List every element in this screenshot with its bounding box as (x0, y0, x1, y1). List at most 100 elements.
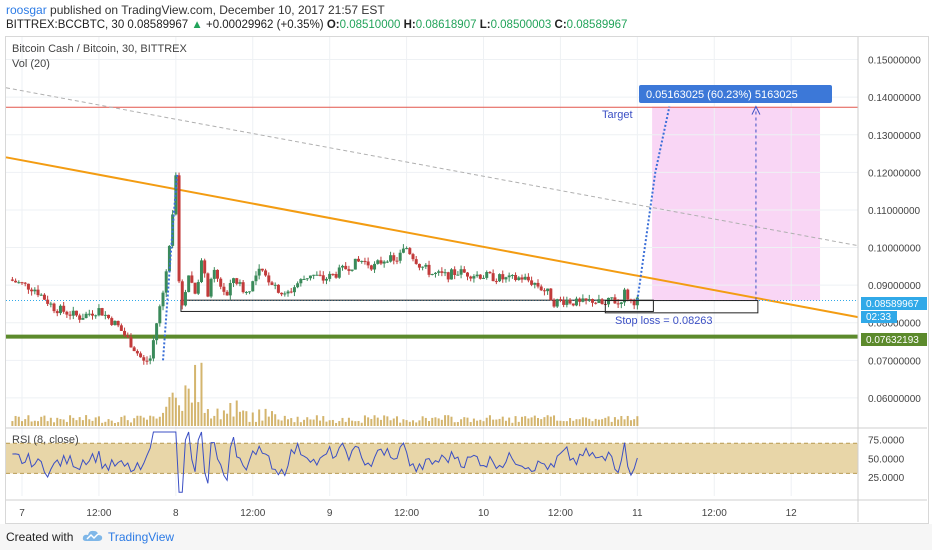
volume-bar (431, 417, 434, 426)
volume-bar (200, 362, 203, 426)
candle-body (552, 300, 556, 307)
volume-bar (69, 415, 72, 426)
pole-projection (162, 174, 179, 361)
volume-bar (508, 417, 511, 426)
candle-body (398, 252, 402, 261)
volume-bar (399, 422, 402, 426)
volume-bar (267, 416, 270, 426)
x-tick-label: 12:00 (240, 508, 265, 519)
volume-bar (488, 415, 491, 426)
tradingview-brand-link[interactable]: TradingView (108, 530, 175, 544)
candle-body (17, 282, 21, 284)
candle-body (238, 282, 242, 284)
candle-body (498, 274, 502, 282)
volume-bar (293, 422, 296, 426)
y-tick-label: 0.15000000 (868, 56, 921, 67)
candle-body (94, 315, 98, 317)
volume-bar (56, 417, 59, 426)
candle-body (171, 214, 175, 246)
volume-bar (415, 422, 418, 426)
volume-bar (206, 409, 209, 426)
x-tick-label: 12:00 (86, 508, 111, 519)
volume-bar (145, 419, 148, 426)
volume-bar (530, 417, 533, 426)
candle-body (248, 291, 252, 293)
volume-bar (181, 410, 184, 426)
triangle-up-icon: ▲ (191, 19, 203, 31)
candle-body (405, 248, 409, 250)
volume-bar (245, 411, 248, 426)
tradingview-cloud-icon[interactable] (82, 529, 104, 548)
volume-bar (219, 419, 222, 426)
candle-body (283, 293, 287, 295)
volume-bar (238, 411, 241, 426)
volume-bar (222, 410, 225, 426)
candle-body (542, 290, 546, 292)
candle-body (539, 286, 543, 291)
candle-body (501, 274, 505, 280)
candle-body (145, 360, 149, 362)
candle-body (395, 260, 399, 262)
candle-body (81, 318, 85, 320)
volume-bar (447, 415, 450, 426)
volume-bar (553, 415, 556, 426)
volume-bar (43, 415, 46, 426)
volume-bar (418, 420, 421, 426)
volume-bar (303, 419, 306, 426)
rsi-tick-label: 50.0000 (868, 454, 905, 465)
volume-bar (565, 421, 568, 426)
candle-body (209, 278, 213, 297)
volume-bar (469, 422, 472, 426)
publish-info: roosgar published on TradingView.com, De… (6, 3, 385, 17)
volume-bar (33, 420, 36, 426)
candle-body (107, 314, 111, 319)
volume-bar (383, 415, 386, 426)
low-label: L: (479, 19, 491, 31)
y-tick-label: 0.09000000 (868, 281, 921, 292)
candle-body (478, 274, 482, 279)
volume-bar (162, 412, 165, 426)
candle-body (296, 283, 300, 288)
candle-body (568, 299, 572, 304)
stop-loss-label: Stop loss = 0.08263 (615, 315, 713, 327)
projection-label: 0.05163025 (60.23%) 5163025 (646, 89, 798, 101)
y-tick-label: 0.10000000 (868, 244, 921, 255)
candle-body (49, 303, 53, 305)
candle-body (546, 288, 550, 292)
candle-body (308, 275, 312, 279)
volume-bar (14, 415, 17, 426)
symbol-ohlc-line: BITTREX:BCCBTC, 30 0.08589967 ▲ +0.00029… (6, 19, 627, 31)
candle-body (151, 340, 155, 359)
candle-body (254, 275, 258, 282)
volume-bar (357, 420, 360, 426)
volume-bar (30, 421, 33, 426)
author-link[interactable]: roosgar (6, 3, 47, 17)
volume-bar (315, 415, 318, 426)
volume-bar (408, 421, 411, 426)
volume-bar (65, 421, 68, 426)
candle-body (414, 259, 418, 264)
volume-bar (524, 416, 527, 426)
volume-bar (373, 415, 376, 426)
candle-body (453, 269, 457, 275)
candle-body (273, 284, 277, 286)
volume-bar (251, 412, 254, 426)
candle-body (344, 265, 348, 270)
volume-bar (395, 416, 398, 426)
candle-body (610, 297, 614, 299)
candle-body (74, 310, 78, 316)
volume-bar (363, 415, 366, 426)
candle-body (488, 272, 492, 274)
volume-bar (78, 417, 81, 426)
volume-bar (168, 397, 171, 426)
candle-body (228, 283, 232, 296)
candle-body (363, 260, 367, 262)
price-chart-svg[interactable]: 0.15000000 0.14000000 0.13000000 0.12000000… (0, 0, 932, 524)
volume-bar (110, 420, 113, 426)
high-label: H: (403, 19, 416, 31)
volume-bar (572, 420, 575, 426)
volume-bar (235, 400, 238, 426)
rsi-band (6, 443, 858, 474)
candle-body (347, 269, 351, 271)
volume-bar (575, 419, 578, 426)
